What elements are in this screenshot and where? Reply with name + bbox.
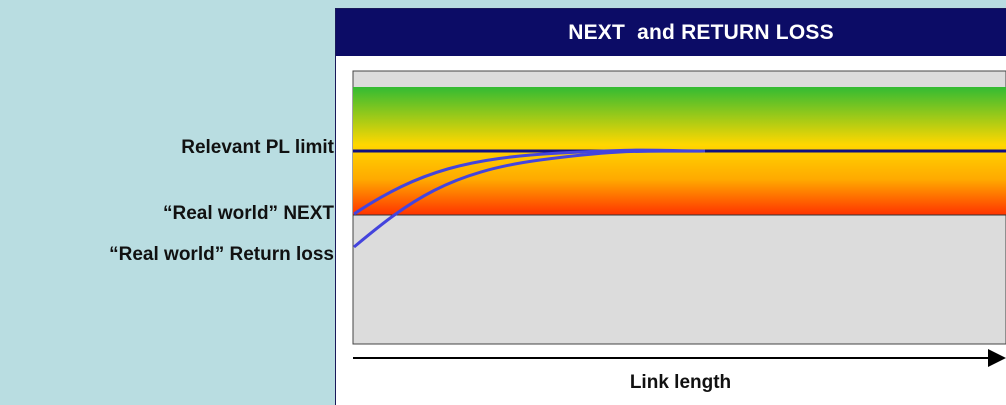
return-loss-curve xyxy=(353,149,706,249)
panel-title: NEXT and RETURN LOSS xyxy=(336,9,1006,56)
real-world-return-loss-label: “Real world” Return loss xyxy=(109,244,334,265)
real-world-next-label: “Real world” NEXT xyxy=(162,203,334,224)
x-axis-arrowhead xyxy=(988,349,1006,367)
relevant-pl-limit-label: Relevant PL limit xyxy=(181,137,334,158)
x-axis-label: Link length xyxy=(629,372,732,393)
